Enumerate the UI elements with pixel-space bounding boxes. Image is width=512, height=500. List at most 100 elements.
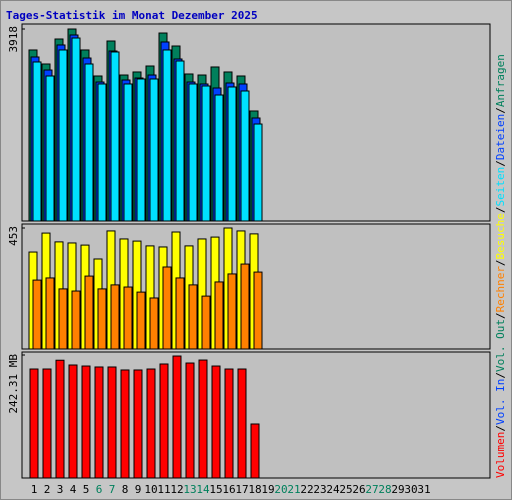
- bar: [123, 286, 133, 350]
- x-tick-label: 6: [96, 483, 103, 496]
- bar: [123, 83, 133, 222]
- bar: [42, 368, 52, 479]
- legend-separator: /: [494, 259, 507, 266]
- bar: [253, 271, 263, 350]
- legend-separator: /: [494, 425, 507, 432]
- bar: [58, 49, 68, 222]
- x-tick-label: 31: [417, 483, 430, 496]
- bar: [227, 273, 237, 350]
- bar: [97, 288, 107, 350]
- x-tick-label: 28: [378, 483, 391, 496]
- x-tick-label: 1: [31, 483, 38, 496]
- legend-separator: /: [494, 372, 507, 379]
- x-tick-label: 12: [170, 483, 183, 496]
- y-tick-label: 453: [7, 226, 20, 246]
- x-tick-label: 8: [122, 483, 129, 496]
- bar: [120, 369, 130, 479]
- bar: [250, 423, 260, 479]
- x-tick-label: 4: [70, 483, 77, 496]
- bar: [162, 49, 172, 222]
- x-tick-label: 26: [352, 483, 365, 496]
- bar: [237, 368, 247, 479]
- bar: [159, 363, 169, 479]
- x-tick-label: 9: [135, 483, 142, 496]
- legend-entry: Dateien: [494, 114, 507, 160]
- x-tick-label: 23: [313, 483, 326, 496]
- legend-separator: /: [494, 206, 507, 213]
- bar: [240, 263, 250, 350]
- bar: [198, 359, 208, 479]
- bar: [188, 284, 198, 350]
- x-tick-label: 5: [83, 483, 90, 496]
- bar: [185, 362, 195, 479]
- x-tick-label: 7: [109, 483, 116, 496]
- bar: [32, 61, 42, 222]
- bar: [188, 83, 198, 222]
- x-tick-label: 30: [404, 483, 417, 496]
- bar: [201, 85, 211, 222]
- legend-separator: /: [494, 160, 507, 167]
- y-tick-label: 3918: [7, 26, 20, 53]
- bar: [172, 355, 182, 479]
- x-tick-label: 22: [300, 483, 313, 496]
- x-tick-label: 14: [196, 483, 210, 496]
- bar: [224, 368, 234, 479]
- bar: [68, 364, 78, 479]
- legend: Volumen/Vol. In/Vol. Out/Rechner/Besuche…: [494, 54, 507, 478]
- bar: [146, 368, 156, 479]
- bar: [110, 284, 120, 350]
- bar: [32, 279, 42, 350]
- bar: [149, 78, 159, 222]
- bar: [133, 369, 143, 479]
- legend-entry: Vol. Out: [494, 319, 507, 372]
- legend-entry: Vol. In: [494, 379, 507, 425]
- legend-entry: Anfragen: [494, 54, 507, 107]
- bar: [211, 365, 221, 479]
- x-tick-label: 24: [326, 483, 340, 496]
- y-tick-label: 242.31 MB: [7, 354, 20, 414]
- bar: [201, 295, 211, 350]
- x-tick-label: 25: [339, 483, 352, 496]
- bar: [84, 63, 94, 222]
- bar: [253, 123, 263, 222]
- legend-entry: Besuche: [494, 213, 507, 259]
- bar: [71, 37, 81, 222]
- bar: [149, 297, 159, 350]
- x-tick-label: 21: [287, 483, 300, 496]
- bar: [136, 291, 146, 350]
- bar: [175, 277, 185, 350]
- x-tick-label: 15: [209, 483, 222, 496]
- bar: [29, 368, 39, 479]
- bar: [136, 78, 146, 222]
- bar: [45, 75, 55, 222]
- legend-entry: Rechner: [494, 266, 507, 313]
- x-tick-label: 3: [57, 483, 64, 496]
- bar: [107, 366, 117, 479]
- bar: [175, 60, 185, 222]
- bar: [110, 51, 120, 222]
- bar: [58, 288, 68, 350]
- x-tick-label: 13: [183, 483, 196, 496]
- x-tick-label: 11: [157, 483, 170, 496]
- x-tick-label: 10: [144, 483, 157, 496]
- bar: [81, 365, 91, 479]
- bar: [84, 275, 94, 350]
- x-tick-label: 16: [222, 483, 235, 496]
- bar: [227, 86, 237, 222]
- bar: [55, 359, 65, 479]
- bar: [97, 83, 107, 222]
- x-tick-label: 20: [274, 483, 287, 496]
- bar: [94, 366, 104, 479]
- bar: [214, 94, 224, 222]
- legend-separator: /: [494, 107, 507, 114]
- x-tick-label: 29: [391, 483, 404, 496]
- bar: [162, 266, 172, 350]
- bar: [71, 290, 81, 350]
- bar: [45, 277, 55, 350]
- x-tick-label: 19: [261, 483, 274, 496]
- x-tick-label: 2: [44, 483, 51, 496]
- chart-title: Tages-Statistik im Monat Dezember 2025: [6, 9, 258, 22]
- bar: [240, 90, 250, 222]
- legend-separator: /: [494, 312, 507, 319]
